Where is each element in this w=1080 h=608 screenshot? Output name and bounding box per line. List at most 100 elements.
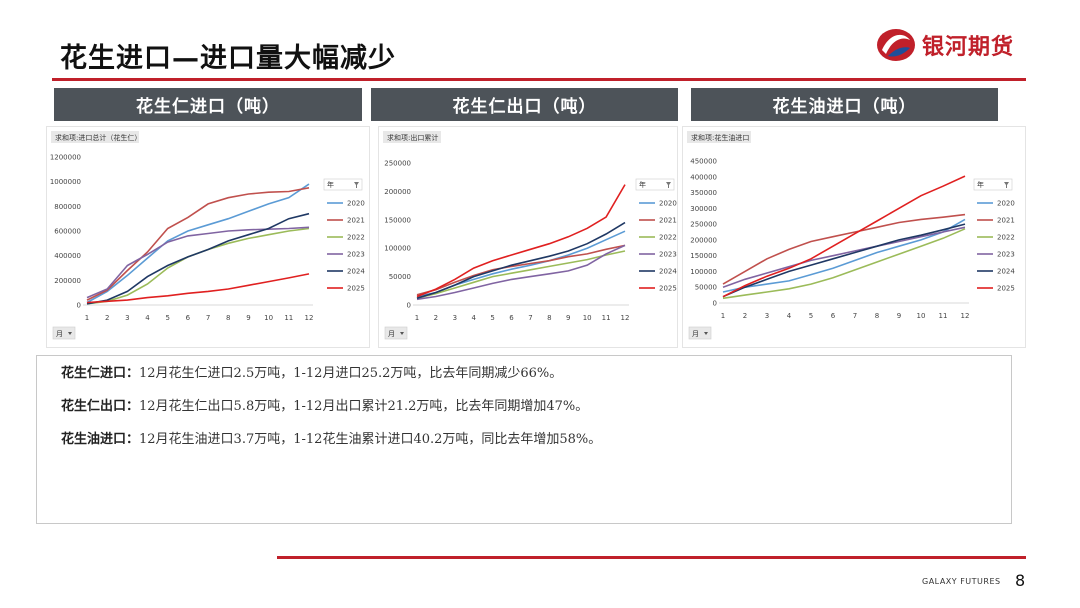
legend-label-2021: 2021 — [997, 217, 1015, 225]
legend-filter-button[interactable] — [323, 178, 363, 191]
x-tick-label: 7 — [853, 312, 857, 320]
page-number: 8 — [1015, 571, 1026, 590]
summary-box: 花生仁进口：12月花生仁进口2.5万吨，1-12月进口25.2万吨，比去年同期减… — [36, 355, 1012, 524]
x-tick-label: 11 — [602, 314, 611, 322]
x-tick-label: 6 — [186, 314, 191, 322]
month-field-label: 月 — [388, 330, 395, 338]
y-tick-label: 100000 — [384, 245, 411, 253]
x-tick-label: 7 — [206, 314, 210, 322]
month-field-button[interactable] — [688, 326, 712, 340]
x-tick-label: 3 — [765, 312, 769, 320]
footer-brand: GALAXY FUTURES — [922, 577, 1001, 586]
legend-label-2024: 2024 — [997, 268, 1015, 276]
y-tick-label: 450000 — [690, 158, 717, 166]
filter-label-bg — [51, 131, 139, 143]
header-peanut-oil-import: 花生油进口（吨） — [691, 88, 998, 121]
chart-svg-oil-import: 求和项:花生油进口 0 50000 100000 150000 200000 250000 3… — [687, 131, 1015, 340]
x-tick-label: 2 — [743, 312, 747, 320]
x-tick-label: 8 — [875, 312, 879, 320]
month-field-button[interactable] — [384, 326, 408, 340]
summary-line-kernel-import: 花生仁进口：12月花生仁进口2.5万吨，1-12月进口25.2万吨，比去年同期减… — [61, 362, 562, 381]
month-field-button[interactable] — [52, 326, 76, 340]
legend-title: 年 — [977, 180, 984, 189]
y-tick-label: 800000 — [54, 203, 81, 211]
legend-title: 年 — [639, 180, 646, 189]
legend-label-2023: 2023 — [659, 251, 677, 259]
x-tick-label: 12 — [621, 314, 630, 322]
series-line-2023 — [86, 226, 310, 299]
y-tick-label: 250000 — [384, 160, 411, 168]
page-title: 花生进口—进口量大幅减少 — [60, 43, 396, 74]
legend-label-2021: 2021 — [347, 217, 365, 225]
x-tick-label: 11 — [284, 314, 293, 322]
footer-divider — [277, 556, 1026, 559]
filter-icon — [666, 182, 671, 188]
series-line-2023 — [416, 244, 626, 301]
y-tick-label: 350000 — [690, 189, 717, 197]
y-tick-label: 400000 — [54, 252, 81, 260]
y-tick-label: 50000 — [389, 273, 411, 281]
x-tick-label: 1 — [721, 312, 725, 320]
x-tick-label: 6 — [831, 312, 836, 320]
legend-filter-button[interactable] — [635, 178, 675, 191]
series-line-2024 — [416, 221, 626, 299]
filter-icon — [1004, 182, 1009, 188]
x-tick-label: 12 — [961, 312, 970, 320]
x-tick-label: 12 — [305, 314, 314, 322]
y-tick-label: 400000 — [690, 173, 717, 181]
legend-label-2024: 2024 — [659, 268, 677, 276]
summary-line-kernel-export: 花生仁出口：12月花生仁出口5.8万吨，1-12月出口累计21.2万吨，比去年同… — [61, 395, 588, 414]
y-tick-label: 50000 — [695, 284, 717, 292]
legend-label-2025: 2025 — [997, 285, 1015, 293]
series-line-2025 — [722, 175, 966, 298]
month-field-label: 月 — [56, 330, 63, 338]
series-line-2021 — [722, 213, 966, 285]
x-tick-label: 9 — [246, 314, 250, 322]
x-tick-label: 4 — [787, 312, 792, 320]
summary-label: 花生仁出口： — [61, 399, 140, 414]
y-tick-label: 250000 — [690, 221, 717, 229]
series-line-2020 — [722, 218, 966, 293]
month-field-label: 月 — [692, 330, 699, 338]
x-tick-label: 8 — [226, 314, 230, 322]
series-line-2022 — [722, 228, 966, 300]
x-tick-label: 7 — [528, 314, 532, 322]
x-tick-label: 5 — [490, 314, 494, 322]
summary-text: 12月花生油进口3.7万吨，1-12花生油累计进口40.2万吨，同比去年增加58… — [139, 432, 602, 447]
legend-label-2024: 2024 — [347, 268, 365, 276]
y-tick-label: 0 — [713, 300, 717, 308]
filter-label: 求和项:进口总计（花生仁） — [55, 133, 141, 142]
y-tick-label: 1000000 — [50, 178, 81, 186]
summary-text: 12月花生仁出口5.8万吨，1-12月出口累计21.2万吨，比去年同期增加47%… — [139, 399, 589, 414]
x-tick-label: 11 — [939, 312, 948, 320]
legend-title: 年 — [327, 180, 334, 189]
galaxy-logo-icon — [877, 29, 915, 61]
chart-svg-kernel-import: 求和项:进口总计（花生仁） 0 200000 400000 600000 800000 10… — [50, 131, 365, 340]
y-tick-label: 200000 — [54, 277, 81, 285]
legend-filter-button[interactable] — [973, 178, 1013, 191]
legend-label-2022: 2022 — [997, 234, 1015, 242]
filter-label: 求和项:出口累计 — [387, 133, 438, 142]
x-tick-label: 10 — [264, 314, 273, 322]
legend-label-2022: 2022 — [347, 234, 365, 242]
x-tick-label: 2 — [105, 314, 109, 322]
series-line-2021 — [86, 187, 310, 301]
summary-text: 12月花生仁进口2.5万吨，1-12月进口25.2万吨，比去年同期减少66%。 — [139, 366, 563, 381]
filter-label-bg — [687, 131, 751, 143]
x-tick-label: 5 — [809, 312, 813, 320]
summary-label: 花生油进口： — [61, 432, 140, 447]
y-tick-label: 200000 — [690, 236, 717, 244]
y-tick-label: 0 — [77, 302, 81, 310]
chart-peanut-kernel-import: 求和项:进口总计（花生仁） 0 200000 400000 600000 800000 10… — [46, 126, 370, 348]
y-tick-label: 200000 — [384, 188, 411, 196]
series-line-2022 — [416, 250, 626, 299]
y-tick-label: 150000 — [384, 216, 411, 224]
x-tick-label: 3 — [125, 314, 129, 322]
y-tick-label: 1200000 — [50, 154, 81, 162]
series-line-2023 — [722, 226, 966, 288]
y-tick-label: 150000 — [690, 252, 717, 260]
legend-label-2022: 2022 — [659, 234, 677, 242]
series-line-2020 — [86, 183, 310, 304]
filter-icon — [354, 182, 359, 188]
